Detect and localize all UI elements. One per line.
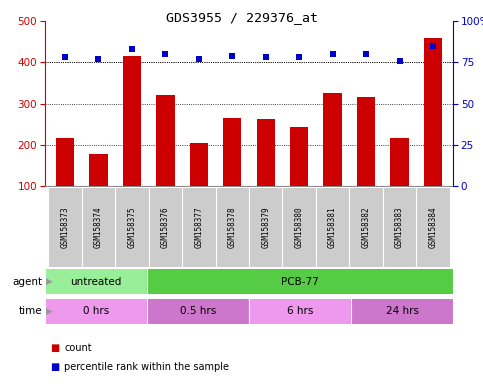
Bar — [424, 38, 442, 186]
Text: untreated: untreated — [70, 276, 122, 287]
Text: GSM158383: GSM158383 — [395, 206, 404, 248]
Text: 0 hrs: 0 hrs — [83, 306, 109, 316]
Bar — [349, 187, 383, 267]
Bar — [416, 187, 450, 267]
Text: percentile rank within the sample: percentile rank within the sample — [64, 362, 229, 372]
Bar — [290, 127, 308, 186]
Text: 0.5 hrs: 0.5 hrs — [180, 306, 216, 316]
Bar — [357, 98, 375, 186]
Bar — [149, 187, 182, 267]
Text: ▶: ▶ — [46, 277, 53, 286]
Bar — [190, 143, 208, 186]
Point — [61, 55, 69, 61]
Bar — [56, 137, 74, 186]
Text: count: count — [64, 343, 92, 353]
Text: GSM158373: GSM158373 — [60, 206, 70, 248]
Bar — [215, 187, 249, 267]
Bar — [45, 299, 147, 324]
Bar — [249, 187, 283, 267]
Point — [362, 51, 370, 57]
Bar — [147, 299, 249, 324]
Bar — [324, 93, 342, 186]
Point — [128, 46, 136, 52]
Text: time: time — [19, 306, 43, 316]
Bar — [82, 187, 115, 267]
Point — [228, 53, 236, 59]
Text: GSM158378: GSM158378 — [228, 206, 237, 248]
Point — [262, 55, 270, 61]
Bar — [182, 187, 215, 267]
Point — [161, 51, 169, 57]
Text: 6 hrs: 6 hrs — [287, 306, 313, 316]
Bar — [156, 96, 174, 186]
Bar — [256, 119, 275, 186]
Text: GSM158382: GSM158382 — [362, 206, 370, 248]
Text: agent: agent — [13, 276, 43, 287]
Point — [95, 56, 102, 62]
Point — [396, 58, 403, 64]
Text: GSM158377: GSM158377 — [194, 206, 203, 248]
Text: PCB-77: PCB-77 — [281, 276, 319, 287]
Bar — [115, 187, 149, 267]
Point — [329, 51, 337, 57]
Point — [195, 56, 203, 62]
Text: GSM158379: GSM158379 — [261, 206, 270, 248]
Text: GSM158384: GSM158384 — [428, 206, 438, 248]
Text: GSM158374: GSM158374 — [94, 206, 103, 248]
Bar — [383, 187, 416, 267]
Text: GSM158381: GSM158381 — [328, 206, 337, 248]
Text: GDS3955 / 229376_at: GDS3955 / 229376_at — [166, 11, 317, 24]
Bar — [123, 56, 141, 186]
Point — [295, 55, 303, 61]
Bar — [249, 299, 351, 324]
Text: ■: ■ — [50, 343, 59, 353]
Text: ▶: ▶ — [46, 307, 53, 316]
Text: 24 hrs: 24 hrs — [385, 306, 419, 316]
Text: ■: ■ — [50, 362, 59, 372]
Text: GSM158375: GSM158375 — [128, 206, 136, 248]
Point — [429, 43, 437, 49]
Text: GSM158376: GSM158376 — [161, 206, 170, 248]
Bar — [390, 137, 409, 186]
Bar — [283, 187, 316, 267]
Bar — [45, 269, 147, 294]
Bar — [147, 269, 453, 294]
Bar — [316, 187, 349, 267]
Bar — [223, 118, 242, 186]
Text: GSM158380: GSM158380 — [295, 206, 304, 248]
Bar — [48, 187, 82, 267]
Bar — [351, 299, 453, 324]
Bar — [89, 154, 108, 186]
